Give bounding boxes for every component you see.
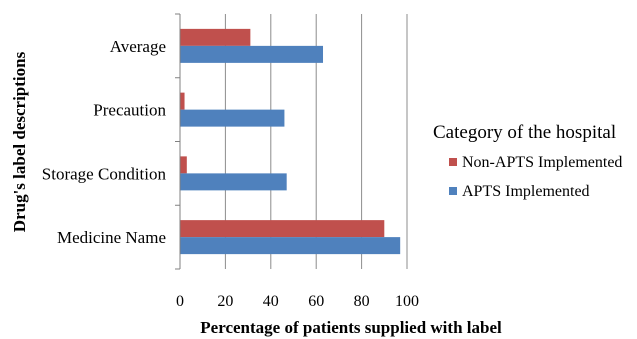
legend-swatch-non-apts: [449, 158, 457, 166]
x-tick-labels: 0 20 40 60 80 100: [176, 293, 419, 310]
bar-apts-implemented-medicine-name: [180, 237, 401, 255]
bar-apts-implemented-storage-condition: [180, 173, 287, 191]
x-tick-label-40: 40: [263, 293, 279, 310]
x-axis-title: Percentage of patients supplied with lab…: [200, 318, 502, 337]
bar-non-apts-implemented-storage-condition: [180, 156, 187, 174]
bars: [180, 28, 401, 255]
category-label-average: Average: [110, 37, 166, 56]
category-label-precaution: Precaution: [93, 101, 166, 120]
x-tick-label-60: 60: [308, 293, 324, 310]
legend: Category of the hospital Non-APTS Implem…: [433, 122, 622, 200]
category-labels: Medicine Name Storage Condition Precaution…: [42, 37, 167, 247]
bar-apts-implemented-average: [180, 45, 324, 63]
x-tick-label-100: 100: [395, 293, 419, 310]
axes: [175, 13, 181, 270]
x-tick-label-0: 0: [176, 293, 184, 310]
y-axis-title: Drug's label descriptions: [10, 51, 29, 232]
x-tick-label-20: 20: [217, 293, 233, 310]
category-label-medicine-name: Medicine Name: [57, 228, 166, 247]
bar-non-apts-implemented-medicine-name: [180, 220, 385, 238]
legend-label-apts: APTS Implemented: [462, 183, 590, 200]
legend-label-non-apts: Non-APTS Implemented: [462, 154, 622, 171]
bar-apts-implemented-precaution: [180, 109, 285, 127]
x-tick-label-80: 80: [354, 293, 370, 310]
category-label-storage-condition: Storage Condition: [42, 164, 167, 183]
bar-non-apts-implemented-precaution: [180, 92, 185, 110]
legend-swatch-apts: [449, 187, 457, 195]
legend-title: Category of the hospital: [433, 122, 616, 143]
bar-non-apts-implemented-average: [180, 28, 251, 46]
